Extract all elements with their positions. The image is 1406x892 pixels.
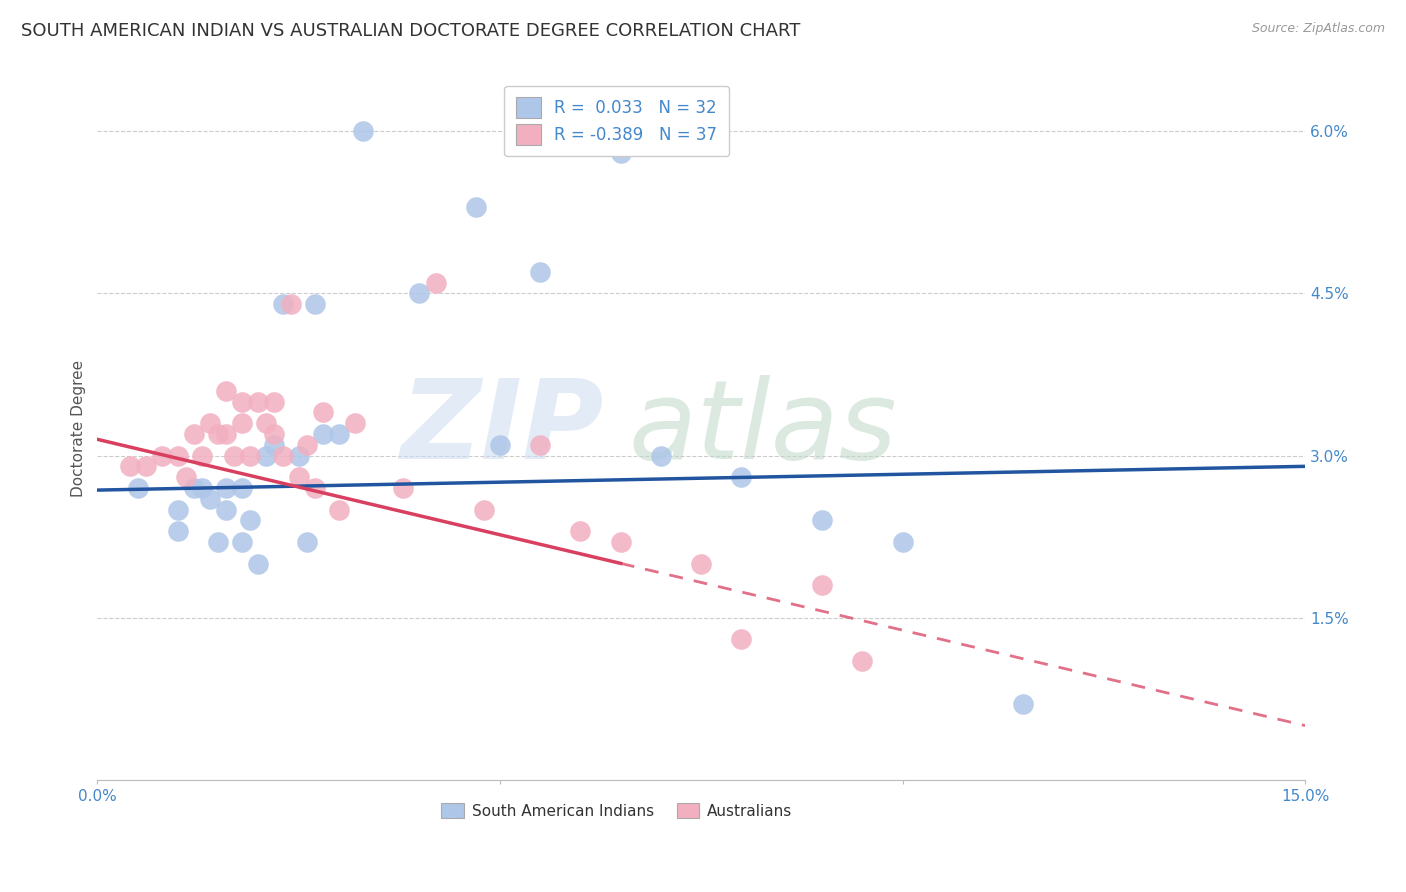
Text: Source: ZipAtlas.com: Source: ZipAtlas.com — [1251, 22, 1385, 36]
Point — [127, 481, 149, 495]
Point — [312, 405, 335, 419]
Point — [489, 438, 512, 452]
Point — [851, 654, 873, 668]
Point — [183, 481, 205, 495]
Point — [730, 470, 752, 484]
Point — [135, 459, 157, 474]
Point — [328, 502, 350, 516]
Point — [263, 438, 285, 452]
Point — [231, 416, 253, 430]
Point — [207, 426, 229, 441]
Point — [198, 416, 221, 430]
Point — [183, 426, 205, 441]
Point — [215, 384, 238, 398]
Point — [231, 394, 253, 409]
Point — [174, 470, 197, 484]
Point — [472, 502, 495, 516]
Point — [247, 557, 270, 571]
Point — [425, 276, 447, 290]
Point — [215, 426, 238, 441]
Point — [231, 481, 253, 495]
Point — [891, 535, 914, 549]
Point — [392, 481, 415, 495]
Point — [287, 470, 309, 484]
Point — [247, 394, 270, 409]
Point — [609, 146, 631, 161]
Point — [263, 426, 285, 441]
Point — [312, 426, 335, 441]
Point — [304, 481, 326, 495]
Point — [239, 513, 262, 527]
Point — [239, 449, 262, 463]
Point — [263, 394, 285, 409]
Point — [569, 524, 592, 538]
Point — [690, 557, 713, 571]
Point — [730, 632, 752, 647]
Point — [328, 426, 350, 441]
Point — [271, 449, 294, 463]
Point — [529, 265, 551, 279]
Point — [287, 449, 309, 463]
Point — [408, 286, 430, 301]
Point — [231, 535, 253, 549]
Point — [529, 438, 551, 452]
Point — [191, 481, 214, 495]
Point — [280, 297, 302, 311]
Text: atlas: atlas — [628, 375, 897, 482]
Point — [343, 416, 366, 430]
Point — [215, 502, 238, 516]
Point — [118, 459, 141, 474]
Point — [295, 535, 318, 549]
Point — [167, 449, 190, 463]
Y-axis label: Doctorate Degree: Doctorate Degree — [72, 360, 86, 497]
Point — [191, 449, 214, 463]
Legend: South American Indians, Australians: South American Indians, Australians — [434, 797, 799, 824]
Point — [650, 449, 672, 463]
Point — [254, 416, 277, 430]
Point — [304, 297, 326, 311]
Point — [352, 124, 374, 138]
Point — [167, 524, 190, 538]
Point — [167, 502, 190, 516]
Text: ZIP: ZIP — [401, 375, 605, 482]
Point — [215, 481, 238, 495]
Point — [295, 438, 318, 452]
Point — [811, 513, 834, 527]
Point — [1012, 697, 1035, 711]
Point — [150, 449, 173, 463]
Point — [271, 297, 294, 311]
Point — [609, 535, 631, 549]
Point — [464, 200, 486, 214]
Point — [198, 491, 221, 506]
Text: SOUTH AMERICAN INDIAN VS AUSTRALIAN DOCTORATE DEGREE CORRELATION CHART: SOUTH AMERICAN INDIAN VS AUSTRALIAN DOCT… — [21, 22, 800, 40]
Point — [207, 535, 229, 549]
Point — [811, 578, 834, 592]
Point — [254, 449, 277, 463]
Point — [224, 449, 246, 463]
